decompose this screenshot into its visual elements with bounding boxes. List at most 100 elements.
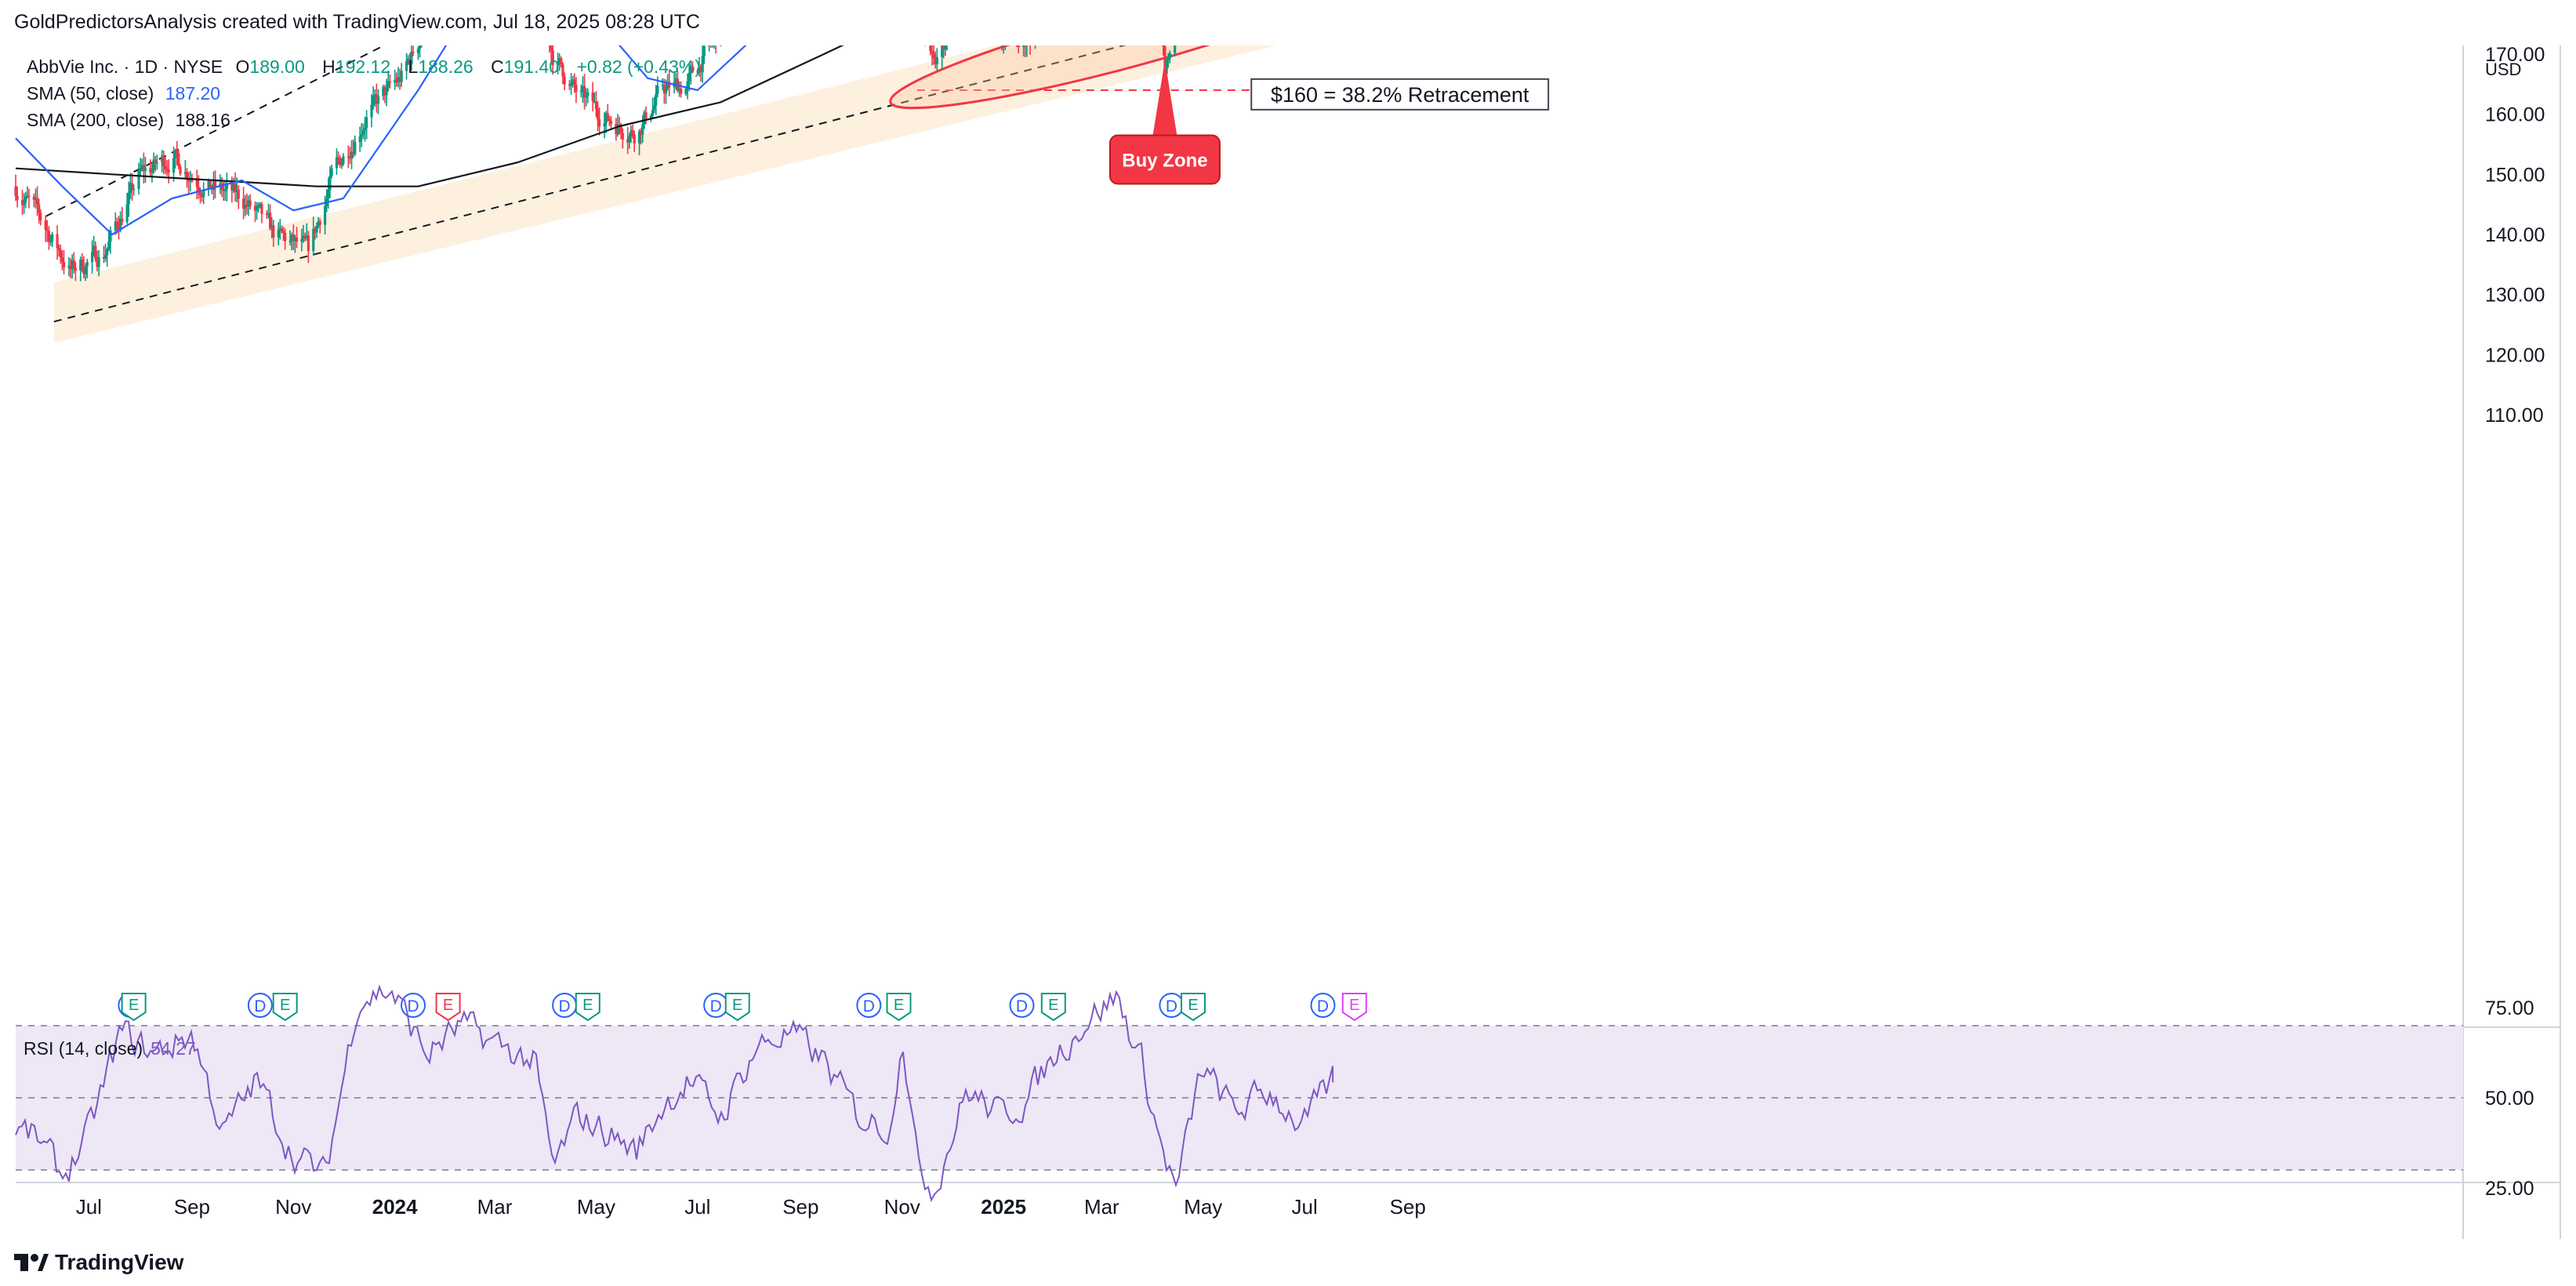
time-tick-label: Mar [477,1195,513,1219]
candle-body [93,245,96,252]
candle-body [154,159,157,163]
candle-body [162,155,165,167]
candle-body [641,124,644,135]
candle-body [365,117,368,129]
candle-body [140,165,143,168]
candle-body [701,56,704,73]
candle-body [234,183,237,192]
candle-body [253,205,257,211]
candle-body [35,198,39,205]
candle-body [684,89,688,94]
candle-body [557,61,560,66]
candle-body [249,200,252,206]
symbol-legend-row: AbbVie Inc. · 1D · NYSE O189.00 H192.12 … [27,53,701,80]
candle-body [363,128,367,131]
candle-body [388,81,391,83]
dividend-marker-letter: D [1016,997,1028,1015]
candle-body [129,183,132,193]
candle-body [270,225,274,229]
candle-body [1017,45,1020,47]
dividend-marker-icon [856,993,882,1018]
earnings-marker-letter: E [280,997,290,1014]
candle-body [346,156,350,158]
candle-body [62,262,66,268]
candle-body [85,262,89,267]
candle-body [267,213,270,216]
candle-body [237,189,240,199]
candle-body [277,230,280,238]
tradingview-logo[interactable]: TradingView [14,1250,183,1275]
candle-body [38,204,41,213]
candle-body [197,187,200,192]
sma200-legend-row[interactable]: SMA (200, close) 188.16 [27,107,701,133]
sma50-legend-row[interactable]: SMA (50, close) 187.20 [27,80,701,107]
rsi-legend[interactable]: RSI (14, close) 54.27 [24,1038,196,1059]
candle-body [575,85,578,92]
rsi-line [15,984,1334,1203]
candle-body [608,118,611,122]
candle-body [201,194,204,198]
candle-body [558,58,561,62]
candle-body [281,231,285,233]
candle-body [386,81,390,88]
earnings-marker-icon [272,993,298,1022]
candle-body [942,45,945,50]
candle-body [177,153,180,167]
candle-body [668,82,671,88]
ohlc-values: O189.00 H192.12 L188.26 C191.40 +0.82 (+… [236,56,702,77]
candle-body [81,259,84,270]
open-value: 189.00 [249,56,305,77]
chart-canvas[interactable]: USD260.00250.00240.00230.00220.00210.002… [0,45,2576,1239]
candle-body [686,81,689,89]
candle-body [295,237,299,242]
price-tick-label: 170.00 [2485,45,2545,66]
candle-body [312,228,315,252]
candle-body [183,172,187,174]
candle-body [94,245,97,260]
candle-body [67,265,71,268]
candle-body [14,186,17,196]
rsi-label: RSI (14, close) [24,1038,143,1059]
candle-body [397,77,400,83]
candle-body [932,53,935,59]
candle-body [929,45,932,51]
candle-body [394,79,397,83]
candle-body [593,100,596,103]
candle-body [661,85,664,86]
candle-body [292,234,295,242]
symbol-title[interactable]: AbbVie Inc. · 1D · NYSE [27,56,223,77]
candle-body [637,131,641,143]
candle-body [372,96,375,105]
candle-body [699,66,702,73]
candle-body [165,169,169,171]
candle-body [582,85,586,98]
buy-zone-label: Buy Zone [1122,150,1207,171]
support-160-label: $160 = 38.2% Retracement [1271,83,1529,107]
candle-body [340,163,343,165]
candle-body [60,257,64,263]
candle-body [382,86,385,96]
candle-body [167,169,170,173]
candle-body [202,189,205,198]
candle-body [149,168,152,173]
earnings-marker-icon [886,993,912,1022]
candle-body [56,234,59,249]
candle-body [586,92,590,96]
candles [14,45,1177,282]
candle-body [1022,45,1025,47]
high-value: 192.12 [335,56,391,77]
candle-body [90,252,94,263]
candle-body [220,183,223,191]
candle-body [662,85,666,94]
candle-body [119,218,122,231]
earnings-marker-letter: E [894,997,904,1014]
earnings-marker-letter: E [129,997,139,1014]
dividend-marker-letter: D [710,997,722,1015]
candle-body [691,67,695,71]
candle-body [130,183,134,190]
candle-body [581,85,585,91]
candle-body [223,188,227,191]
candle-body [49,241,53,243]
candle-body [164,166,167,169]
candle-body [117,225,121,231]
